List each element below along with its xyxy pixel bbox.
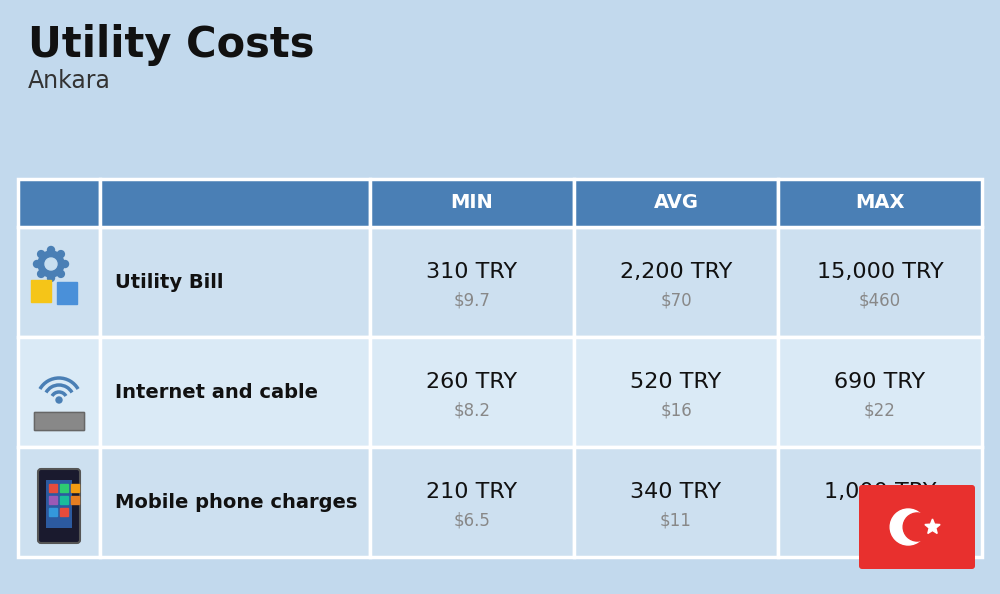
Circle shape [903,513,931,541]
Bar [370,227,574,337]
Text: 210 TRY: 210 TRY [426,482,518,502]
Text: $460: $460 [859,291,901,309]
Text: $70: $70 [660,291,692,309]
Text: 260 TRY: 260 TRY [426,372,518,392]
Bar [370,337,574,447]
Bar [57,282,77,304]
Bar [46,480,72,528]
Circle shape [62,261,68,267]
Text: MAX: MAX [855,194,905,213]
Text: $8.2: $8.2 [454,401,490,419]
Bar [100,179,370,227]
Text: 340 TRY: 340 TRY [630,482,722,502]
Bar [18,227,100,337]
Bar [60,508,68,516]
Text: $6.5: $6.5 [454,511,490,529]
Text: $22: $22 [864,401,896,419]
Bar [370,447,574,557]
Bar [60,484,68,492]
Circle shape [45,258,57,270]
Circle shape [38,251,45,258]
Bar [31,280,51,302]
Text: 520 TRY: 520 TRY [630,372,722,392]
Text: 2,200 TRY: 2,200 TRY [620,262,732,282]
FancyBboxPatch shape [38,469,80,543]
Text: AVG: AVG [654,194,698,213]
Circle shape [890,509,926,545]
Text: $9.7: $9.7 [454,291,490,309]
Text: Internet and cable: Internet and cable [115,383,318,402]
Bar [18,179,100,227]
Bar [100,447,370,557]
Bar [778,447,982,557]
Circle shape [57,251,64,258]
Bar [60,496,68,504]
Bar [778,179,982,227]
Bar [49,496,57,504]
Text: $11: $11 [660,511,692,529]
Bar [71,484,79,492]
Bar [100,337,370,447]
Circle shape [56,397,62,403]
Text: 690 TRY: 690 TRY [834,372,926,392]
FancyBboxPatch shape [859,485,975,569]
Circle shape [48,247,54,254]
Bar [574,179,778,227]
Bar [18,447,100,557]
Bar [18,337,100,447]
Text: $16: $16 [660,401,692,419]
Bar [34,412,84,430]
Bar [574,447,778,557]
Bar [34,412,84,430]
Text: Utility Bill: Utility Bill [115,273,224,292]
Text: 15,000 TRY: 15,000 TRY [817,262,943,282]
Bar [49,484,57,492]
Text: Mobile phone charges: Mobile phone charges [115,492,357,511]
Bar [370,179,574,227]
Bar [574,227,778,337]
Text: Ankara: Ankara [28,69,111,93]
Circle shape [38,270,45,277]
Text: 310 TRY: 310 TRY [426,262,518,282]
Bar [778,337,982,447]
Bar [71,496,79,504]
Circle shape [57,270,64,277]
Polygon shape [925,519,940,533]
Bar [778,227,982,337]
Text: $33: $33 [864,511,896,529]
Circle shape [38,251,64,277]
Text: MIN: MIN [451,194,493,213]
Text: Utility Costs: Utility Costs [28,24,314,66]
Bar [100,227,370,337]
Text: 1,000 TRY: 1,000 TRY [824,482,936,502]
Circle shape [34,261,40,267]
Circle shape [48,274,54,282]
Bar [49,508,57,516]
Bar [574,337,778,447]
